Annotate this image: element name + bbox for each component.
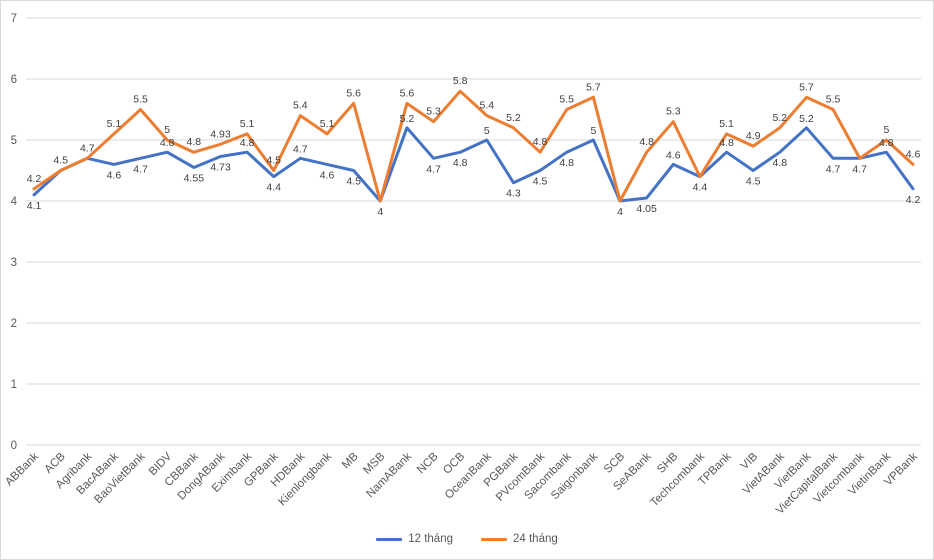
data-label-24-thang: 5.5 [133, 94, 148, 106]
data-label-24-thang: 4.5 [266, 155, 281, 167]
data-label-24-thang: 5.3 [426, 106, 441, 118]
svg-text:4: 4 [11, 196, 18, 208]
data-label-12-thang: 5 [484, 125, 490, 137]
data-label-12-thang: 4.6 [107, 169, 122, 181]
svg-text:3: 3 [11, 257, 17, 269]
data-label-24-thang: 5.7 [586, 81, 601, 93]
svg-text:MB: MB [340, 450, 361, 471]
legend-line-swatch-24-thang [481, 537, 507, 541]
data-label-12-thang: 4.05 [636, 203, 657, 215]
data-label-12-thang: 4.3 [506, 188, 521, 200]
data-label-24-thang: 5.5 [559, 94, 574, 106]
legend-item-24-thang[interactable]: 24 tháng [481, 533, 558, 545]
data-label-12-thang: 4.6 [320, 169, 335, 181]
svg-text:NCB: NCB [415, 450, 441, 476]
data-label-24-thang: 5.1 [240, 118, 255, 130]
data-label-12-thang: 4.7 [826, 163, 841, 175]
svg-text:1: 1 [11, 379, 17, 391]
data-label-24-thang: 4.8 [533, 136, 548, 148]
legend-label-24-thang: 24 tháng [513, 533, 558, 545]
legend-item-12-thang[interactable]: 12 tháng [376, 533, 453, 545]
data-label-24-thang: 5.2 [506, 112, 521, 124]
data-label-shared: 4.5 [53, 155, 68, 167]
data-label-12-thang: 4.8 [160, 137, 175, 149]
data-label-24-thang: 4.8 [639, 136, 654, 148]
svg-text:ABBank: ABBank [3, 450, 41, 488]
data-label-12-thang: 4.7 [293, 143, 308, 155]
svg-text:5: 5 [11, 135, 17, 147]
data-label-24-thang: 4.6 [906, 148, 921, 160]
data-label-12-thang: 4.1 [27, 200, 42, 212]
data-label-12-thang: 4.8 [773, 157, 788, 169]
data-label-24-thang: 4.2 [27, 173, 42, 185]
data-label-12-thang: 4.8 [240, 137, 255, 149]
svg-text:7: 7 [11, 13, 17, 25]
gridlines [26, 17, 921, 446]
data-label-12-thang: 4.8 [879, 137, 894, 149]
data-label-12-thang: 4.55 [184, 172, 205, 184]
data-label-12-thang: 4.6 [666, 149, 681, 161]
svg-text:0: 0 [11, 440, 17, 452]
legend-label-12-thang: 12 tháng [408, 533, 453, 545]
data-label-12-thang: 4.5 [346, 176, 361, 188]
svg-text:6: 6 [11, 74, 17, 86]
data-label-12-thang: 5 [590, 125, 596, 137]
data-label-24-thang: 5.4 [293, 100, 308, 112]
legend-line-swatch-12-thang [376, 537, 403, 541]
data-label-24-thang: 5.1 [719, 118, 734, 130]
data-label-12-thang: 4.7 [133, 163, 148, 175]
data-label-12-thang: 4.5 [746, 176, 761, 188]
y-axis-labels: 0 1 2 3 4 5 6 7 [11, 13, 18, 452]
data-label-12-thang: 5.2 [799, 113, 814, 125]
data-label-24-thang: 5.6 [346, 87, 361, 99]
data-label-24-thang: 5.2 [773, 112, 788, 124]
data-label-24-thang: 5.3 [666, 106, 681, 118]
data-label-12-thang: 4.2 [906, 194, 921, 206]
series-line-12-tháng [32, 126, 915, 203]
data-label-24-thang: 5.4 [480, 100, 495, 112]
data-label-12-thang: 4.8 [719, 137, 734, 149]
data-label-12-thang: 4.5 [533, 176, 548, 188]
series-line-24-tháng [32, 89, 915, 203]
data-label-24-thang: 5.1 [107, 118, 122, 130]
data-label-shared: 4 [377, 206, 383, 218]
data-label-12-thang: 4.7 [426, 163, 441, 175]
data-label-24-thang: 5 [883, 124, 889, 136]
data-label-12-thang: 4.8 [559, 157, 574, 169]
svg-text:2: 2 [11, 318, 17, 330]
data-label-24-thang: 4.93 [210, 128, 231, 140]
data-label-24-thang: 4.9 [746, 130, 761, 142]
data-label-shared: 4.7 [852, 163, 867, 175]
data-label-24-thang: 5.7 [799, 81, 814, 93]
data-labels: 4.24.14.54.75.14.65.54.754.8 4.84.554.934… [27, 75, 921, 218]
data-label-24-thang: 5.8 [453, 75, 468, 87]
data-label-24-thang: 4.8 [187, 136, 202, 148]
data-label-12-thang: 5.2 [400, 113, 415, 125]
data-label-shared: 4.7 [80, 142, 95, 154]
data-label-12-thang: 4.8 [453, 157, 468, 169]
data-label-24-thang: 5.6 [400, 87, 415, 99]
data-label-shared: 4 [617, 206, 623, 218]
data-label-12-thang: 4.4 [266, 182, 281, 194]
data-label-shared: 4.4 [693, 182, 708, 194]
data-label-24-thang: 5.1 [320, 118, 335, 130]
svg-text:VIB: VIB [739, 450, 761, 472]
data-label-24-thang: 5.5 [826, 94, 841, 106]
data-label-12-thang: 4.73 [210, 161, 231, 173]
data-label-24-thang: 5 [164, 124, 170, 136]
chart-legend: 12 tháng 24 tháng [1, 533, 933, 545]
